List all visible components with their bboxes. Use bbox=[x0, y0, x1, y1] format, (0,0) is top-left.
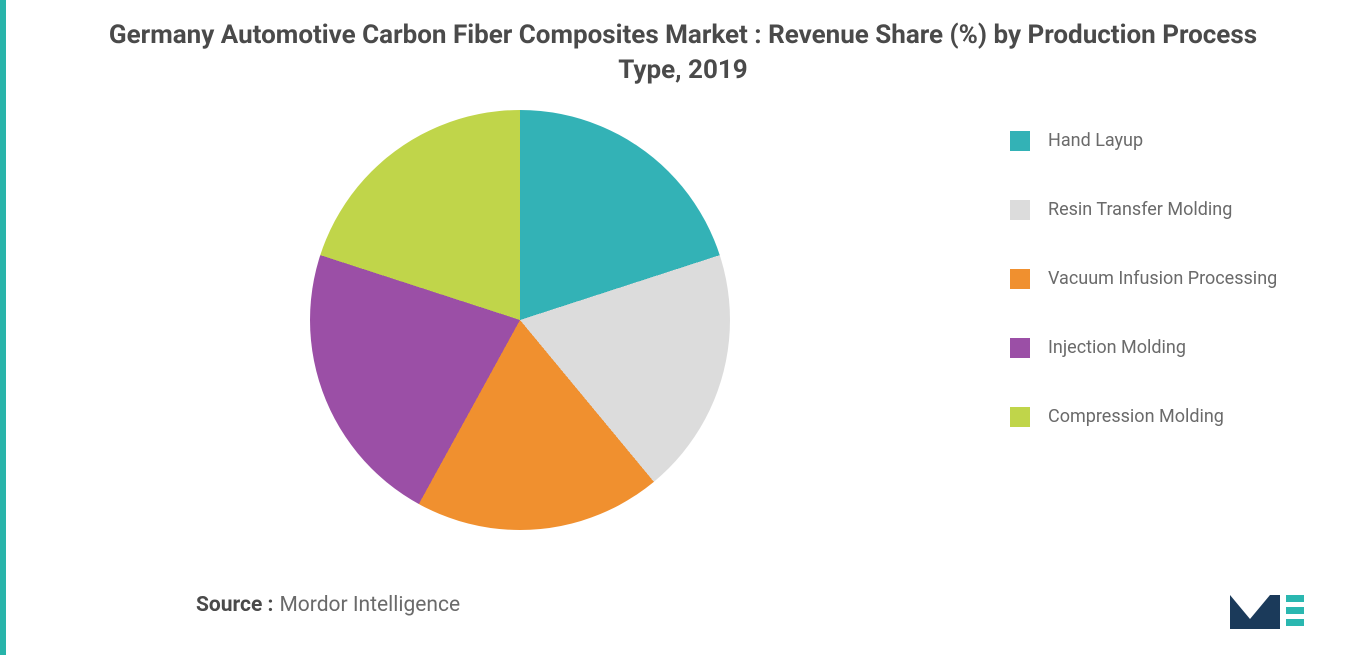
legend-swatch bbox=[1010, 200, 1030, 220]
chart-title: Germany Automotive Carbon Fiber Composit… bbox=[100, 18, 1266, 88]
legend-label: Vacuum Infusion Processing bbox=[1048, 268, 1277, 289]
legend-label: Resin Transfer Molding bbox=[1048, 199, 1232, 220]
legend-label: Hand Layup bbox=[1048, 130, 1143, 151]
pie-chart bbox=[310, 110, 730, 530]
legend-swatch bbox=[1010, 407, 1030, 427]
legend-swatch bbox=[1010, 338, 1030, 358]
legend-item: Hand Layup bbox=[1010, 130, 1277, 151]
source-label: Source : bbox=[196, 593, 273, 617]
source-line: Source : Mordor Intelligence bbox=[196, 593, 460, 617]
legend-label: Injection Molding bbox=[1048, 337, 1186, 358]
brand-logo bbox=[1226, 589, 1306, 633]
chart-container: Germany Automotive Carbon Fiber Composit… bbox=[0, 0, 1366, 655]
legend: Hand Layup Resin Transfer Molding Vacuum… bbox=[1010, 130, 1277, 475]
legend-item: Vacuum Infusion Processing bbox=[1010, 268, 1277, 289]
legend-item: Resin Transfer Molding bbox=[1010, 199, 1277, 220]
legend-item: Compression Molding bbox=[1010, 406, 1277, 427]
logo-icon bbox=[1230, 595, 1304, 629]
chart-area: Hand Layup Resin Transfer Molding Vacuum… bbox=[0, 100, 1366, 560]
legend-swatch bbox=[1010, 269, 1030, 289]
legend-item: Injection Molding bbox=[1010, 337, 1277, 358]
source-value: Mordor Intelligence bbox=[279, 593, 460, 617]
legend-swatch bbox=[1010, 131, 1030, 151]
legend-label: Compression Molding bbox=[1048, 406, 1224, 427]
